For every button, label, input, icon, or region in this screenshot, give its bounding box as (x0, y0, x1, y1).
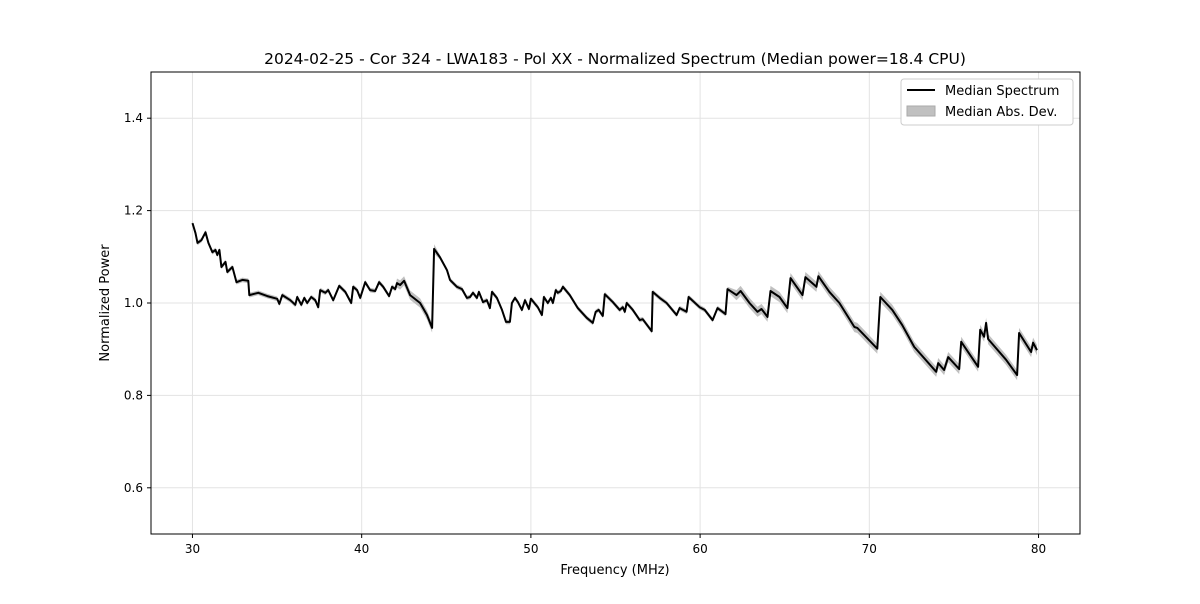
x-tick-label: 30 (185, 542, 200, 556)
y-tick-label: 0.8 (124, 388, 143, 402)
legend-label-median-spectrum: Median Spectrum (945, 84, 1059, 99)
x-tick-label: 70 (862, 542, 877, 556)
x-axis-label: Frequency (MHz) (560, 563, 669, 578)
legend: Median Spectrum Median Abs. Dev. (901, 79, 1073, 125)
y-tick-label: 0.6 (124, 481, 143, 495)
legend-label-median-abs-dev: Median Abs. Dev. (945, 105, 1057, 120)
y-axis-label: Normalized Power (98, 244, 113, 362)
chart-title: 2024-02-25 - Cor 324 - LWA183 - Pol XX -… (264, 50, 966, 68)
legend-band-swatch (907, 106, 935, 116)
y-tick-label: 1.2 (124, 204, 143, 218)
x-tick-label: 50 (523, 542, 538, 556)
y-tick-label: 1.0 (124, 296, 143, 310)
y-tick-label: 1.4 (124, 111, 143, 125)
x-tick-label: 80 (1031, 542, 1046, 556)
x-tick-label: 60 (692, 542, 707, 556)
x-tick-label: 40 (354, 542, 369, 556)
